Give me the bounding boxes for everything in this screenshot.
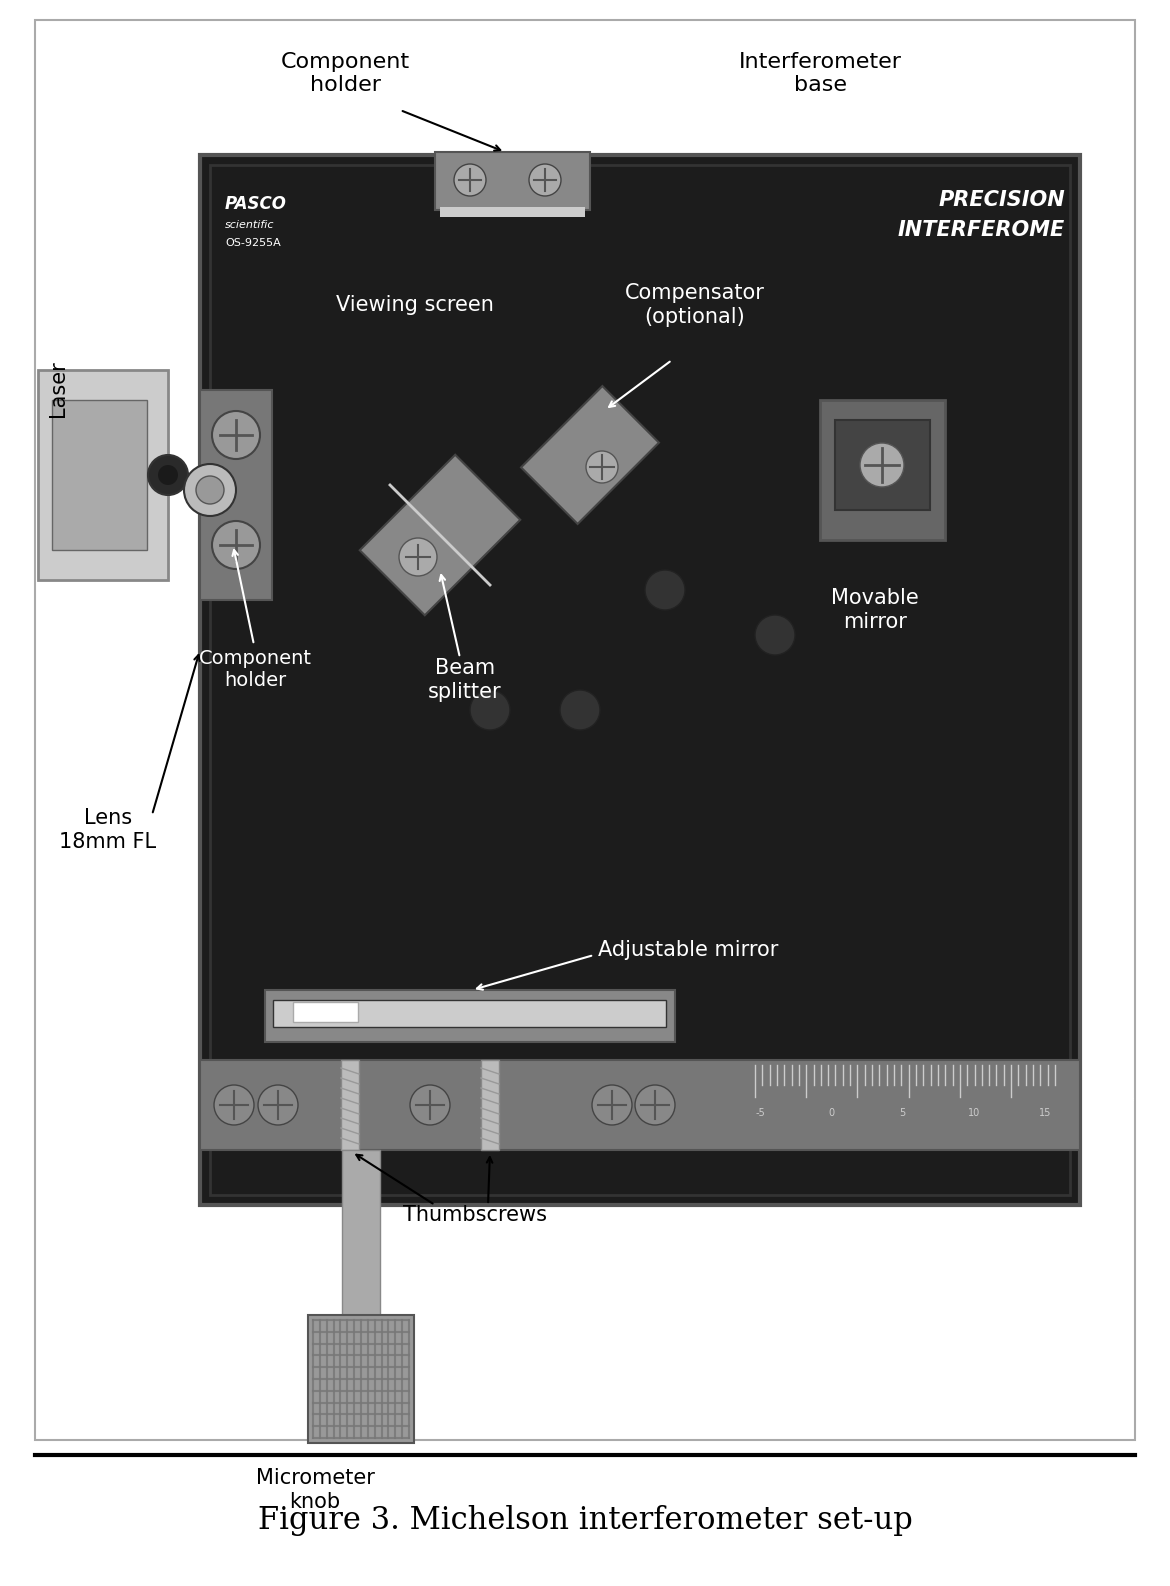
Text: Micrometer
knob: Micrometer knob: [255, 1469, 374, 1511]
Circle shape: [410, 1085, 450, 1124]
Bar: [440, 208, 585, 217]
Circle shape: [470, 690, 510, 730]
Text: Figure 3. Michelson interferometer set-up: Figure 3. Michelson interferometer set-u…: [257, 1505, 913, 1535]
Circle shape: [399, 538, 438, 576]
Bar: [37, 370, 168, 580]
Text: -5: -5: [755, 1109, 765, 1118]
Bar: [340, 1059, 359, 1150]
Bar: [820, 400, 945, 539]
Bar: [35, 21, 1135, 1440]
Text: 0: 0: [828, 1109, 834, 1118]
Circle shape: [860, 442, 904, 487]
Text: INTERFEROME: INTERFEROME: [897, 220, 1065, 239]
Text: Beam
splitter: Beam splitter: [428, 658, 502, 701]
Circle shape: [645, 569, 684, 611]
Bar: [308, 1315, 414, 1443]
Text: Viewing screen: Viewing screen: [336, 295, 494, 316]
Text: Laser: Laser: [48, 360, 68, 417]
Text: Lens
18mm FL: Lens 18mm FL: [60, 809, 157, 852]
Text: 15: 15: [1039, 1109, 1051, 1118]
Circle shape: [529, 163, 560, 197]
Bar: [435, 152, 590, 209]
Circle shape: [560, 690, 600, 730]
Bar: [209, 165, 1071, 1194]
Bar: [342, 1150, 380, 1315]
Text: Component
holder: Component holder: [199, 650, 311, 690]
Text: Thumbscrews: Thumbscrews: [402, 1205, 548, 1224]
Text: Movable
mirror: Movable mirror: [831, 588, 918, 631]
Circle shape: [197, 476, 223, 504]
Text: 5: 5: [900, 1109, 906, 1118]
Bar: [481, 1059, 498, 1150]
Bar: [835, 420, 930, 511]
Bar: [200, 390, 271, 600]
Bar: [264, 990, 675, 1042]
Text: PRECISION: PRECISION: [938, 190, 1065, 209]
Text: Component
holder: Component holder: [281, 52, 410, 95]
Polygon shape: [359, 455, 521, 615]
Bar: [273, 1001, 666, 1028]
Circle shape: [755, 615, 794, 655]
Text: Compensator
(optional): Compensator (optional): [625, 284, 765, 327]
Text: scientific: scientific: [225, 220, 275, 230]
Circle shape: [212, 520, 260, 569]
Bar: [200, 155, 1080, 1205]
Bar: [200, 1059, 1080, 1150]
Circle shape: [184, 465, 236, 515]
Text: Interferometer
base: Interferometer base: [738, 52, 902, 95]
Text: 1 div =: 1 div =: [1095, 1094, 1135, 1105]
Text: 10: 10: [968, 1109, 980, 1118]
Polygon shape: [521, 385, 659, 523]
Text: OS-9255A: OS-9255A: [225, 238, 281, 247]
Circle shape: [454, 163, 486, 197]
Bar: [292, 1002, 358, 1021]
Circle shape: [259, 1085, 298, 1124]
Circle shape: [214, 1085, 254, 1124]
Circle shape: [586, 450, 618, 484]
Circle shape: [158, 465, 178, 485]
Circle shape: [147, 455, 188, 495]
Bar: [51, 400, 147, 550]
Text: Adjustable mirror: Adjustable mirror: [598, 940, 778, 960]
Circle shape: [635, 1085, 675, 1124]
Circle shape: [592, 1085, 632, 1124]
Circle shape: [212, 411, 260, 458]
Text: PASCO: PASCO: [225, 195, 287, 213]
